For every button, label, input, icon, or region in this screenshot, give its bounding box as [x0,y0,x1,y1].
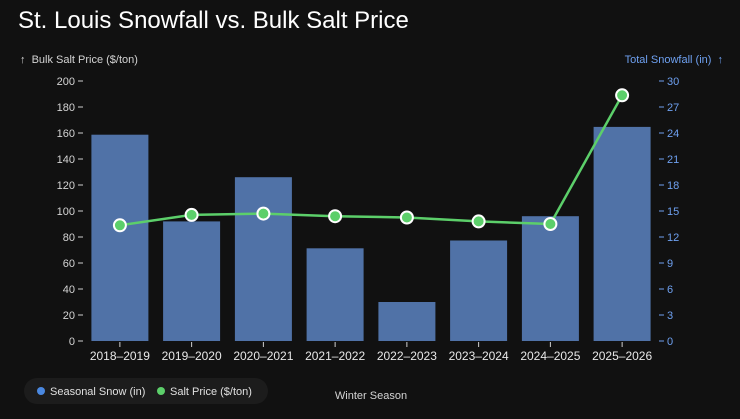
left-tick-label: 160 [57,128,75,140]
left-axis-arrow: ↑ [20,54,26,66]
salt-price-point [471,214,486,229]
x-tick-label: 2018–2019 [90,349,150,363]
left-axis-title: ↑ Bulk Salt Price ($/ton) [20,54,138,66]
legend: Seasonal Snow (in) Salt Price ($/ton) [24,378,268,404]
x-tick-label: 2020–2021 [233,349,293,363]
snow-bar [521,216,579,341]
salt-price-point [543,217,558,231]
right-tick-label: 24 [667,128,679,140]
left-axis-label: Bulk Salt Price ($/ton) [32,54,138,66]
right-tick-label: 18 [667,180,679,192]
left-tick-label: 140 [57,154,75,166]
legend-background [24,378,268,404]
right-tick-label: 12 [667,232,679,244]
right-tick-label: 6 [667,284,673,296]
left-tick-label: 20 [63,310,75,322]
left-tick-label: 180 [57,102,75,114]
salt-price-point [112,218,127,233]
snow-bar [593,126,651,342]
snow-bar [450,240,508,341]
legend-label-salt: Salt Price ($/ton) [170,386,252,398]
salt-price-point [615,88,630,103]
x-tick-label: 2023–2024 [449,349,509,363]
snow-bars [91,126,651,342]
x-axis: 2018–2019 2019–2020 2020–2021 2021–2022 2022… [90,342,652,363]
left-tick-label: 60 [63,258,75,270]
snow-bar [163,221,221,341]
right-tick-label: 30 [667,76,679,88]
snow-bar [306,248,364,341]
x-tick-label: 2021–2022 [305,349,365,363]
snow-bar [378,302,436,341]
right-tick-label: 27 [667,102,679,114]
x-axis-title: Winter Season [335,390,407,402]
left-tick-label: 40 [63,284,75,296]
left-tick-label: 200 [57,76,75,88]
left-tick-label: 80 [63,232,75,244]
right-axis-arrow: ↑ [718,54,724,66]
right-axis-title: Total Snowfall (in) ↑ [625,54,723,66]
right-axis: 0 3 6 9 12 15 18 21 24 27 30 [659,76,679,348]
salt-price-point [399,210,414,225]
x-tick-label: 2022–2023 [377,349,437,363]
chart-title: St. Louis Snowfall vs. Bulk Salt Price [18,7,409,34]
salt-price-polyline [119,94,624,227]
right-tick-label: 3 [667,310,673,322]
x-tick-label: 2019–2020 [162,349,222,363]
left-axis: 0 20 40 60 80 100 120 140 160 180 200 [57,76,83,348]
right-tick-label: 21 [667,154,679,166]
snow-bar [234,177,292,341]
left-tick-label: 0 [69,336,75,348]
left-tick-label: 120 [57,180,75,192]
salt-price-line [112,88,630,233]
legend-marker-snow [37,387,45,395]
salt-price-point [256,206,271,221]
snow-bar [91,134,149,341]
x-tick-label: 2025–2026 [592,349,652,363]
legend-marker-salt [157,387,165,395]
left-tick-label: 100 [57,206,75,218]
salt-price-point [328,209,343,224]
x-tick-label: 2024–2025 [520,349,580,363]
salt-price-point [184,207,199,222]
right-axis-label: Total Snowfall (in) [625,54,712,66]
legend-label-snow: Seasonal Snow (in) [50,386,145,398]
right-tick-label: 0 [667,336,673,348]
right-tick-label: 9 [667,258,673,270]
right-tick-label: 15 [667,206,679,218]
